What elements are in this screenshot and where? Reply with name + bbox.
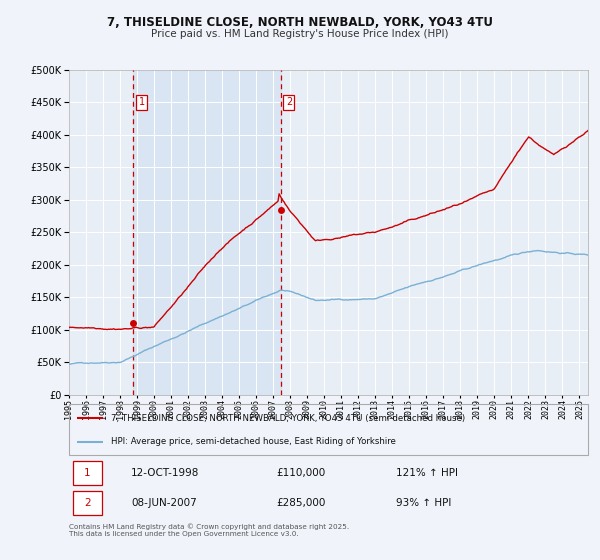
Text: 12-OCT-1998: 12-OCT-1998 [131,468,200,478]
Text: 7, THISELDINE CLOSE, NORTH NEWBALD, YORK, YO43 4TU: 7, THISELDINE CLOSE, NORTH NEWBALD, YORK… [107,16,493,29]
Text: 7, THISELDINE CLOSE, NORTH NEWBALD, YORK, YO43 4TU (semi-detached house): 7, THISELDINE CLOSE, NORTH NEWBALD, YORK… [110,414,464,423]
Text: 2: 2 [84,498,91,508]
Text: £110,000: £110,000 [277,468,326,478]
Text: Price paid vs. HM Land Registry's House Price Index (HPI): Price paid vs. HM Land Registry's House … [151,29,449,39]
Text: £285,000: £285,000 [277,498,326,508]
Text: HPI: Average price, semi-detached house, East Riding of Yorkshire: HPI: Average price, semi-detached house,… [110,437,395,446]
Bar [73,492,101,515]
Bar [133,70,281,395]
Text: 121% ↑ HPI: 121% ↑ HPI [396,468,458,478]
Bar [73,461,101,485]
Text: 1: 1 [139,97,145,108]
Text: 08-JUN-2007: 08-JUN-2007 [131,498,197,508]
Text: 2: 2 [286,97,292,108]
Text: 93% ↑ HPI: 93% ↑ HPI [396,498,451,508]
Text: Contains HM Land Registry data © Crown copyright and database right 2025.
This d: Contains HM Land Registry data © Crown c… [69,524,349,537]
Text: 1: 1 [84,468,91,478]
